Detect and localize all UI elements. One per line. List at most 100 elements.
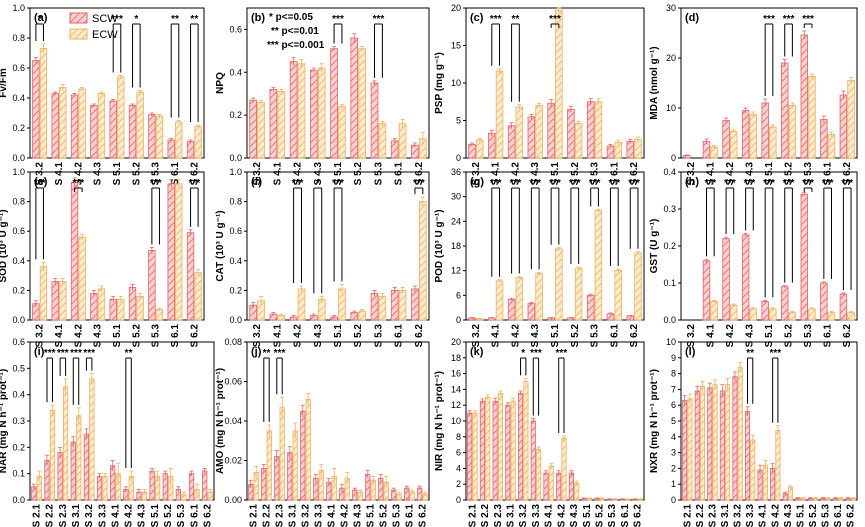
bar-scw	[188, 473, 195, 501]
panel-label: (e)	[34, 176, 48, 188]
y-tick-label: 0.2	[229, 285, 242, 295]
sig-label: ***	[724, 178, 736, 189]
x-tick-label: S 2.1	[467, 504, 478, 527]
bar-scw	[517, 392, 524, 501]
sig-label: ***	[44, 348, 56, 359]
sig-label: ***	[529, 178, 541, 189]
y-tick-label: 4	[671, 432, 676, 442]
bar-scw	[732, 376, 738, 501]
sig-label: ***	[274, 348, 286, 359]
panels: 0.00.20.40.60.81.0Fv/Fm(a)S 3.2 S 4.1 S 4.…	[0, 3, 858, 527]
x-tick-label: S 4.2	[725, 162, 736, 186]
y-tick-label: 7	[671, 384, 676, 394]
bar-scw	[128, 105, 137, 159]
bar-ecw	[418, 201, 427, 321]
x-tick-label: S 6.2	[633, 504, 644, 527]
y-tick-label: 0.2	[663, 241, 676, 251]
bar-ecw	[59, 281, 67, 321]
y-tick-label: 0	[456, 153, 461, 163]
bar-ecw	[475, 139, 484, 159]
x-tick-label: S 3.2	[301, 504, 312, 527]
bar-scw	[148, 250, 156, 321]
sig-label: ***	[490, 14, 502, 25]
bar-ecw	[194, 126, 202, 159]
bar-ecw	[472, 412, 478, 501]
bar-scw	[527, 303, 536, 321]
bar-scw	[744, 411, 751, 501]
y-tick-label: 0.00	[224, 495, 242, 505]
bar-scw	[547, 102, 555, 159]
x-tick-label: S 3.1	[720, 504, 731, 527]
x-tick-label: S 3.3	[314, 504, 325, 527]
x-tick-label: S 4.2	[340, 504, 351, 527]
sig-label: ***	[744, 178, 756, 189]
sig-label: ***	[332, 178, 344, 189]
y-tick-label: 0.8	[12, 33, 25, 43]
bar-ecw	[749, 308, 757, 321]
x-tick-label: S 3.3	[97, 504, 108, 527]
sig-label: ***	[569, 178, 581, 189]
sig-label: ***	[413, 178, 425, 189]
bar-scw	[370, 292, 379, 321]
bar-ecw	[775, 430, 781, 501]
panel-h: 0.0 0.1 0.2 0.3 0.4 GST (U g⁻¹) (h) S 3.2 S 4.1 S…	[649, 167, 858, 348]
y-tick-label: 0.4	[229, 67, 242, 77]
panel-label: (f)	[251, 176, 262, 188]
y-tick-label: 0	[671, 153, 676, 163]
x-tick-label: S 6.1	[170, 162, 181, 186]
y-tick-label: 0.3	[663, 204, 676, 214]
plot-frame	[246, 7, 430, 159]
y-tick-label: 20	[451, 337, 461, 347]
y-tick-label: 14	[451, 384, 461, 394]
panel-label: (j)	[251, 346, 262, 358]
x-tick-label: S 5.2	[131, 324, 142, 348]
x-tick-label: S 6.2	[846, 504, 857, 527]
bar-ecw	[808, 76, 816, 159]
bar-scw	[626, 315, 635, 321]
x-tick-label: S 3.1	[71, 504, 82, 527]
y-tick-label: 0.6	[12, 226, 25, 236]
panel-label: (l)	[685, 346, 696, 358]
bar-scw	[586, 294, 595, 321]
x-tick-label: S 3.3	[745, 504, 756, 527]
x-tick-label: S 4.1	[491, 162, 502, 186]
x-tick-label: S 4.2	[510, 324, 521, 348]
x-tick-label: S 4.2	[293, 162, 304, 186]
bar-ecw	[102, 475, 108, 501]
y-axis-label: GST (U g⁻¹)	[649, 219, 660, 274]
y-tick-label: 0.4	[663, 167, 676, 177]
x-tick-label: S 6.2	[189, 162, 200, 186]
bar-ecw	[614, 141, 622, 159]
x-tick-label: S 5.3	[373, 324, 384, 348]
x-tick-label: S 5.3	[803, 162, 814, 186]
bar-scw	[586, 101, 595, 159]
bar-scw	[300, 410, 306, 501]
y-tick-label: 8	[456, 432, 461, 442]
y-tick-label: 0.4	[12, 93, 25, 103]
panel-label: (d)	[685, 12, 699, 24]
sig-label: **	[171, 14, 179, 25]
bar-scw	[820, 282, 828, 321]
bar-ecw	[634, 138, 642, 159]
y-axis-label: AMO (mg N h⁻¹ prot⁻¹)	[215, 368, 226, 474]
x-tick-label: S 6.1	[394, 162, 405, 186]
x-tick-label: S 4.2	[124, 504, 135, 527]
x-tick-label: S 3.1	[288, 504, 299, 527]
bar-ecw	[515, 106, 524, 159]
x-tick-label: S 5.3	[373, 162, 384, 186]
bar-ecw	[297, 288, 306, 321]
x-tick-label: S 5.2	[784, 324, 795, 348]
bar-scw	[44, 460, 50, 501]
x-tick-label: S 5.1	[333, 324, 344, 348]
sig-key-1: * p<=0.05	[269, 12, 313, 23]
sig-label: ***	[549, 178, 561, 189]
sig-label: ***	[70, 348, 82, 359]
sig-label: ***	[549, 14, 561, 25]
x-tick-label: S 4.1	[327, 504, 338, 527]
legend-swatch-scw	[69, 12, 88, 24]
x-tick-label: S 4.1	[491, 324, 502, 348]
x-tick-label: S 5.3	[151, 324, 162, 348]
y-tick-label: 0.6	[12, 63, 25, 73]
bar-ecw	[614, 269, 622, 321]
sig-label: ***	[373, 14, 385, 25]
